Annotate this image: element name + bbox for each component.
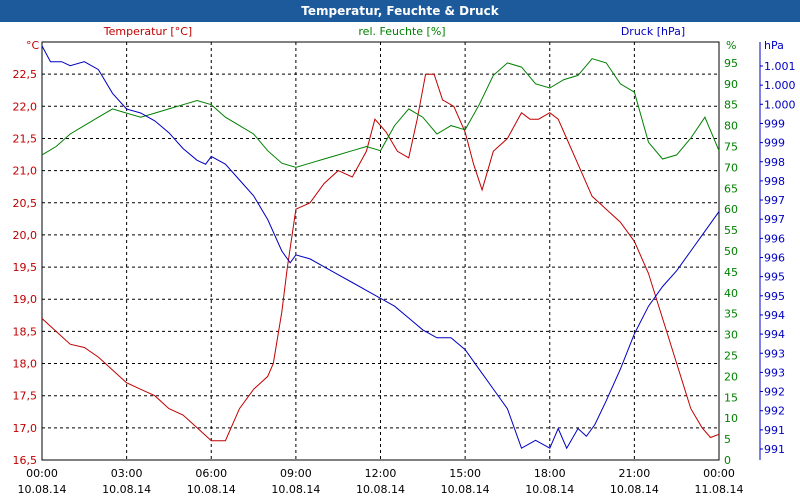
pressure-unit: hPa (764, 39, 784, 52)
x-tick-time: 21:00 (619, 467, 651, 480)
x-tick-time: 18:00 (534, 467, 566, 480)
pressure-tick-label: 995 (764, 271, 785, 284)
pressure-tick-label: 1.000 (764, 98, 796, 111)
temperature-axis-title: Temperatur [°C] (103, 25, 192, 38)
x-tick-date: 10.08.14 (18, 483, 67, 496)
temperature-tick-label: 21,0 (13, 165, 38, 178)
temperature-tick-label: 22,5 (13, 68, 38, 81)
pressure-tick-label: 996 (764, 232, 785, 245)
x-tick-time: 12:00 (365, 467, 397, 480)
humidity-tick-label: 45 (724, 266, 738, 279)
humidity-tick-label: 15 (724, 391, 738, 404)
series-layer (41, 45, 720, 450)
humidity-tick-label: 50 (724, 245, 738, 258)
temperature-tick-label: 20,0 (13, 229, 38, 242)
humidity-tick-label: 5 (724, 433, 731, 446)
pressure-axis-title: Druck [hPa] (621, 25, 685, 38)
x-tick-time: 00:00 (26, 467, 58, 480)
humidity-tick-label: 60 (724, 203, 738, 216)
x-tick-date: 11.08.14 (695, 483, 744, 496)
x-tick-date: 10.08.14 (356, 483, 405, 496)
pressure-tick-label: 992 (764, 405, 785, 418)
pressure-tick-label: 1.000 (764, 79, 796, 92)
x-tick-time: 00:00 (703, 467, 735, 480)
pressure-tick-label: 999 (764, 117, 785, 130)
humidity-tick-label: 10 (724, 412, 738, 425)
pressure-tick-label: 999 (764, 137, 785, 150)
pressure-tick-label: 997 (764, 213, 785, 226)
pressure-tick-label: 996 (764, 252, 785, 265)
temperature-tick-label: 22,0 (13, 100, 38, 113)
humidity-tick-label: 0 (724, 454, 731, 467)
temperature-tick-label: 20,5 (13, 197, 38, 210)
pressure-tick-label: 992 (764, 386, 785, 399)
humidity-tick-label: 85 (724, 99, 738, 112)
pressure-tick-label: 997 (764, 194, 785, 207)
temperature-tick-label: 19,0 (13, 293, 38, 306)
temperature-tick-label: 17,5 (13, 390, 38, 403)
temperature-tick-label: 16,5 (13, 454, 38, 467)
pressure-tick-label: 995 (764, 290, 785, 303)
humidity-tick-label: 90 (724, 78, 738, 91)
x-tick-time: 09:00 (280, 467, 312, 480)
temperature-tick-label: 18,0 (13, 358, 38, 371)
temperature-tick-label: 17,0 (13, 422, 38, 435)
pressure-tick-label: 998 (764, 156, 785, 169)
temperature-unit: °C (26, 39, 40, 52)
humidity-tick-label: 95 (724, 57, 738, 70)
humidity-tick-label: 40 (724, 287, 738, 300)
x-tick-date: 10.08.14 (610, 483, 659, 496)
axes (41, 41, 763, 461)
series-line-temperatur (41, 73, 720, 442)
humidity-tick-label: 25 (724, 350, 738, 363)
humidity-tick-label: 70 (724, 161, 738, 174)
chart-title: Temperatur, Feuchte & Druck (0, 0, 800, 22)
humidity-tick-label: 20 (724, 370, 738, 383)
humidity-tick-label: 35 (724, 308, 738, 321)
humidity-axis-title: rel. Feuchte [%] (358, 25, 445, 38)
x-tick-time: 15:00 (449, 467, 481, 480)
pressure-tick-label: 998 (764, 175, 785, 188)
grid (42, 42, 719, 460)
pressure-tick-label: 991 (764, 424, 785, 437)
temperature-tick-label: 21,5 (13, 132, 38, 145)
series-line-rel-feuchte (41, 58, 720, 168)
x-tick-date: 10.08.14 (102, 483, 151, 496)
axis-labels: 00:00 10.08.14 03:00 10.08.14 06:00 10.08.14 0… (13, 25, 796, 496)
pressure-tick-label: 993 (764, 347, 785, 360)
x-tick-date: 10.08.14 (271, 483, 320, 496)
humidity-tick-label: 75 (724, 141, 738, 154)
humidity-tick-label: 30 (724, 329, 738, 342)
temperature-tick-label: 18,5 (13, 325, 38, 338)
pressure-tick-label: 1.001 (764, 60, 796, 73)
x-tick-date: 10.08.14 (187, 483, 236, 496)
pressure-tick-label: 994 (764, 309, 785, 322)
humidity-tick-label: 65 (724, 182, 738, 195)
pressure-tick-label: 991 (764, 443, 785, 456)
series-line-druck (41, 45, 720, 450)
humidity-tick-label: 80 (724, 120, 738, 133)
x-tick-time: 03:00 (111, 467, 143, 480)
x-tick-date: 10.08.14 (441, 483, 490, 496)
pressure-tick-label: 993 (764, 366, 785, 379)
humidity-tick-label: 55 (724, 224, 738, 237)
humidity-unit: % (726, 39, 736, 52)
pressure-tick-label: 994 (764, 328, 785, 341)
x-tick-time: 06:00 (195, 467, 227, 480)
x-tick-date: 10.08.14 (525, 483, 574, 496)
temperature-tick-label: 19,5 (13, 261, 38, 274)
plot-border (41, 41, 720, 461)
